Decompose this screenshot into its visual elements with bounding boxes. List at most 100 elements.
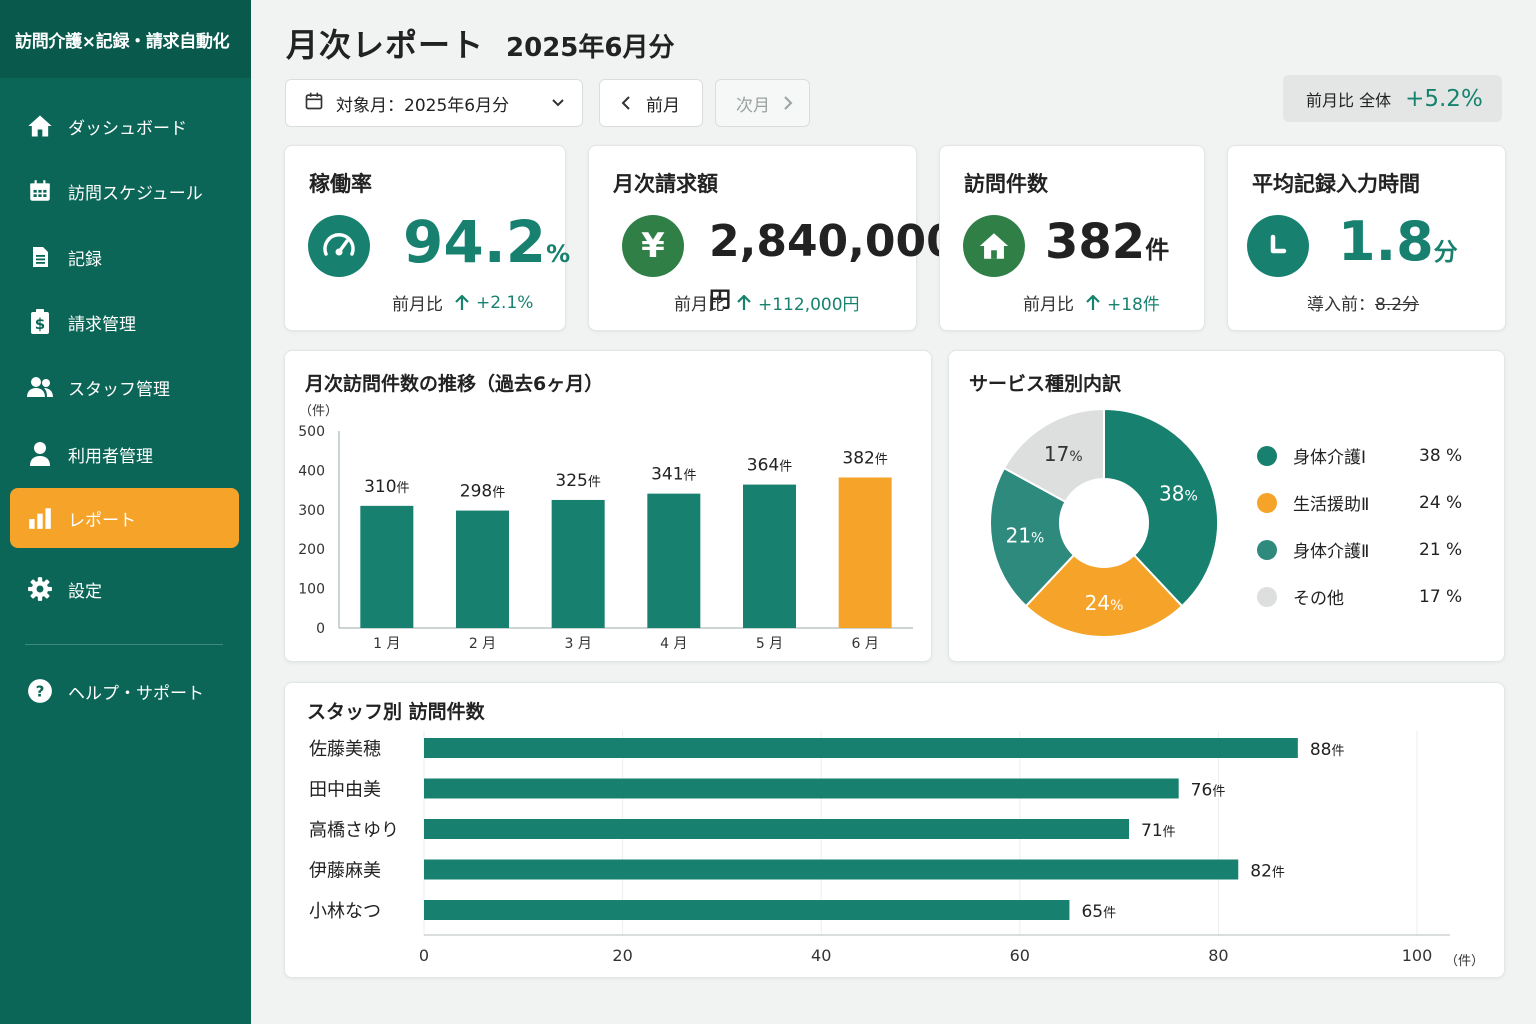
user-icon [26,440,54,468]
prev-month-button[interactable]: 前月 [599,79,703,127]
sidebar-item-label: 訪問スケジュール [68,183,203,204]
kpi-number: 94.2 [403,208,547,276]
kpi-change-value: +112,000円 [758,295,860,315]
bar-value-label: 76件 [1191,781,1226,801]
y-axis-label: （件） [299,404,338,419]
gauge-icon [308,215,370,277]
bar-value-label: 325件 [555,471,600,491]
kpi-value: 382件 [1045,214,1169,270]
sidebar-item-users[interactable]: 利用者管理 [10,424,239,484]
chevron-down-icon [550,94,566,115]
bar [647,493,701,628]
sidebar-item-label: ヘルプ・サポート [68,683,204,704]
overall-ratio-label: 前月比 全体 [1306,90,1392,110]
legend-value: 17 % [1419,586,1463,607]
chart-icon [26,504,54,532]
billing-icon: $ [26,308,54,336]
sidebar-item-billing[interactable]: $ 請求管理 [10,292,239,352]
sidebar-item-dashboard[interactable]: ダッシュボード [10,96,239,156]
y-tick-label: 高橋さゆり [309,820,399,841]
chevron-right-icon [782,95,794,111]
legend-item: 身体介護Ⅰ 38 % [1257,443,1462,468]
bar [838,477,892,628]
sidebar-item-report[interactable]: レポート [10,488,239,548]
legend-label: その他 [1293,589,1344,609]
kpi-change: 前月比 +112,000円 [674,290,860,315]
y-tick-label: 小林なつ [309,901,381,922]
svg-text:?: ? [36,682,45,700]
kpi-title: 平均記録入力時間 [1252,172,1420,196]
x-tick-label: 4 月 [660,636,687,652]
staff-icon [26,373,54,401]
legend-swatch [1257,539,1277,560]
bar-value-label: 65件 [1081,902,1116,922]
legend-label: 身体介護Ⅱ [1293,542,1370,562]
sidebar-item-schedule[interactable]: 訪問スケジュール [10,161,239,221]
kpi-before-label: 導入前： [1307,295,1375,315]
kpi-change: 前月比 +18件 [1023,290,1160,315]
page-title-text: 月次レポート [286,26,485,64]
bar-value-label: 88件 [1310,740,1345,760]
calendar-icon [26,177,54,205]
prev-month-label: 前月 [646,95,680,116]
y-tick-label: 佐藤美穂 [309,739,381,760]
sidebar-item-label: スタッフ管理 [68,379,170,400]
kpi-change-value-wrap: +2.1% [455,293,533,313]
x-tick-label: 6 月 [851,636,878,652]
gear-icon [26,575,54,603]
x-axis-label: （件） [1445,954,1484,969]
y-tick-label: 500 [298,424,325,440]
kpi-before: 導入前： 8.2分 [1307,290,1419,315]
chart-title: 月次訪問件数の推移（過去6ヶ月） [305,373,604,395]
home-icon [26,112,54,140]
y-tick-label: 100 [298,582,325,598]
legend-item: 生活援助Ⅱ 24 % [1257,490,1462,515]
legend-value: 24 % [1419,492,1463,513]
pie-slice [1024,553,1184,638]
sidebar-item-staff[interactable]: スタッフ管理 [10,357,239,417]
x-tick-label: 20 [612,946,632,965]
sidebar-item-help[interactable]: ? ヘルプ・サポート [10,661,239,721]
kpi-title: 訪問件数 [964,172,1048,196]
x-tick-label: 5 月 [756,636,783,652]
sidebar-item-records[interactable]: 記録 [10,227,239,287]
staff-visits-chart-card: スタッフ別 訪問件数 0 20 40 60 80 100 （件） 佐藤美穂 88件 田中由美 76件… [284,682,1505,978]
bar [424,778,1179,799]
sidebar-item-label: 利用者管理 [68,446,153,467]
page-period: 2025年6月分 [506,33,675,63]
month-select[interactable]: 対象月：2025年6月分 [285,79,583,127]
legend-swatch [1257,445,1277,466]
bar [424,819,1130,839]
kpi-before-value: 8.2分 [1375,295,1420,315]
sidebar-item-settings[interactable]: 設定 [10,559,239,619]
pie-slice-label: 38% [1159,482,1198,506]
y-tick-label: 0 [316,621,325,637]
next-month-label: 次月 [736,95,770,116]
chart-title: サービス種別内訳 [969,373,1122,395]
kpi-title: 月次請求額 [613,172,718,196]
arrow-up-icon [455,294,469,311]
kpi-change-value-wrap: +18件 [1086,290,1160,315]
bar-value-label: 82件 [1250,862,1285,882]
legend-item: その他 17 % [1257,584,1462,609]
x-tick-label: 2 月 [469,636,496,652]
sidebar: 訪問介護×記録・請求自動化 ダッシュボード 訪問スケジュール 記録 $ 請求管理… [0,0,251,1024]
pie-slice [1103,407,1219,608]
sidebar-item-label: ダッシュボード [68,118,187,139]
kpi-value: 2,840,000 円 [709,216,957,318]
y-tick-label: 田中由美 [309,780,381,801]
bar-value-label: 71件 [1141,821,1176,841]
svg-text:$: $ [35,315,45,333]
kpi-change: 前月比 +2.1% [392,290,533,316]
house-icon [963,215,1025,277]
kpi-change-value: +18件 [1107,295,1160,315]
kpi-unit: 件 [1145,236,1170,264]
x-tick-label: 60 [1010,946,1030,965]
next-month-button[interactable]: 次月 [715,79,810,127]
kpi-unit: % [546,240,571,268]
yen-icon: ¥ [622,215,684,277]
kpi-change-value: +2.1% [476,292,534,313]
arrow-up-icon [737,294,751,311]
page-title: 月次レポート 2025年6月分 [286,20,674,66]
